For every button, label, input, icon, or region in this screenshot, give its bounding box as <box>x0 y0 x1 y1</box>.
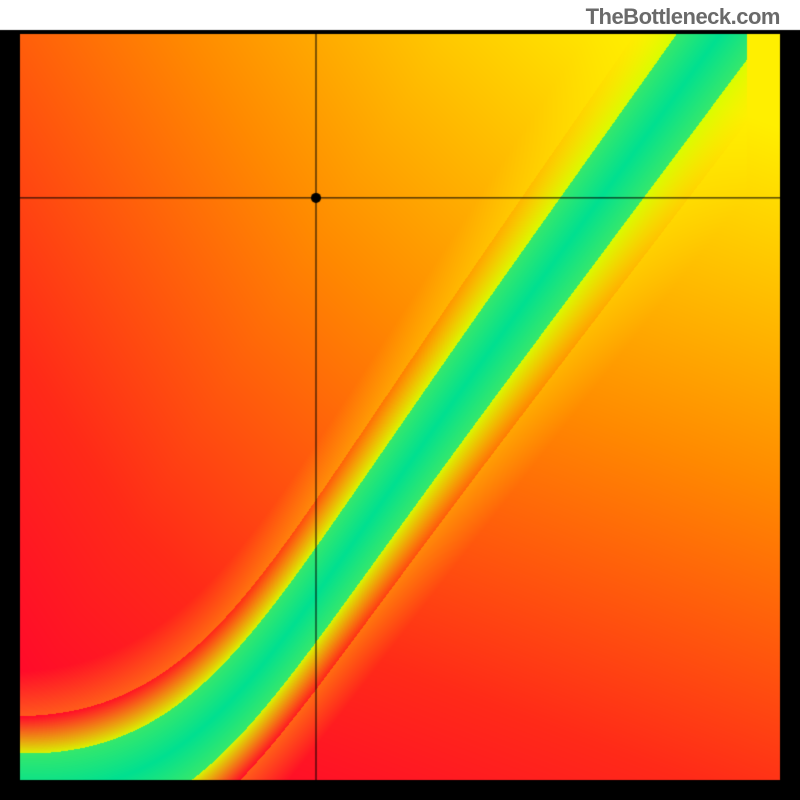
heatmap-canvas <box>0 0 800 800</box>
chart-container: TheBottleneck.com <box>0 0 800 800</box>
watermark-text: TheBottleneck.com <box>586 4 780 30</box>
